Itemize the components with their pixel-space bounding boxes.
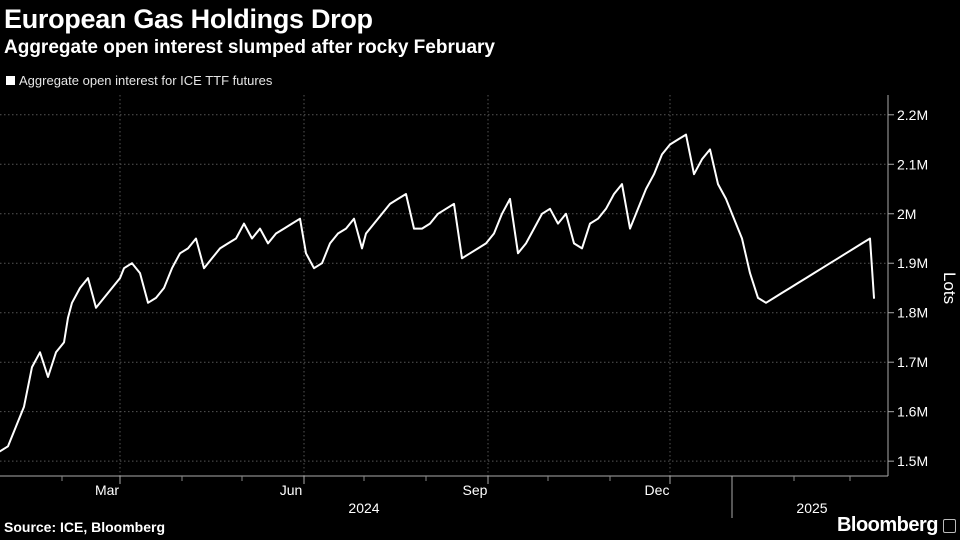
y-tick-label: 1.8M xyxy=(897,305,928,321)
y-tick-label: 1.5M xyxy=(897,453,928,469)
legend-swatch xyxy=(6,76,15,85)
y-tick-label: 1.7M xyxy=(897,354,928,370)
x-tick-label: Jun xyxy=(280,482,303,498)
x-tick-label: Mar xyxy=(95,482,119,498)
year-label: 2025 xyxy=(796,500,827,516)
y-tick-label: 2M xyxy=(897,206,916,222)
legend-label: Aggregate open interest for ICE TTF futu… xyxy=(19,73,273,88)
year-label: 2024 xyxy=(348,500,379,516)
chart-subtitle: Aggregate open interest slumped after ro… xyxy=(4,37,495,58)
series-line xyxy=(0,133,875,453)
bloomberg-logo: Bloomberg xyxy=(836,514,939,536)
y-tick-label: 1.6M xyxy=(897,404,928,420)
y-axis-label: Lots xyxy=(940,272,959,304)
terminal-icon xyxy=(943,519,956,533)
x-tick-label: Dec xyxy=(645,482,670,498)
y-tick-label: 2.2M xyxy=(897,107,928,123)
chart-title: European Gas Holdings Drop xyxy=(4,4,373,34)
x-tick-label: Sep xyxy=(463,482,488,498)
grid xyxy=(0,95,888,476)
y-tick-label: 2.1M xyxy=(897,156,928,172)
y-tick-label: 1.9M xyxy=(897,255,928,271)
source-note: Source: ICE, Bloomberg xyxy=(4,519,166,535)
axes: 1.5M 1.6M 1.7M 1.8M 1.9M 2M 2.1M 2.2M Mar Jun Sep D… xyxy=(0,95,928,518)
legend: Aggregate open interest for ICE TTF futu… xyxy=(6,73,272,88)
series-layer xyxy=(0,133,875,453)
